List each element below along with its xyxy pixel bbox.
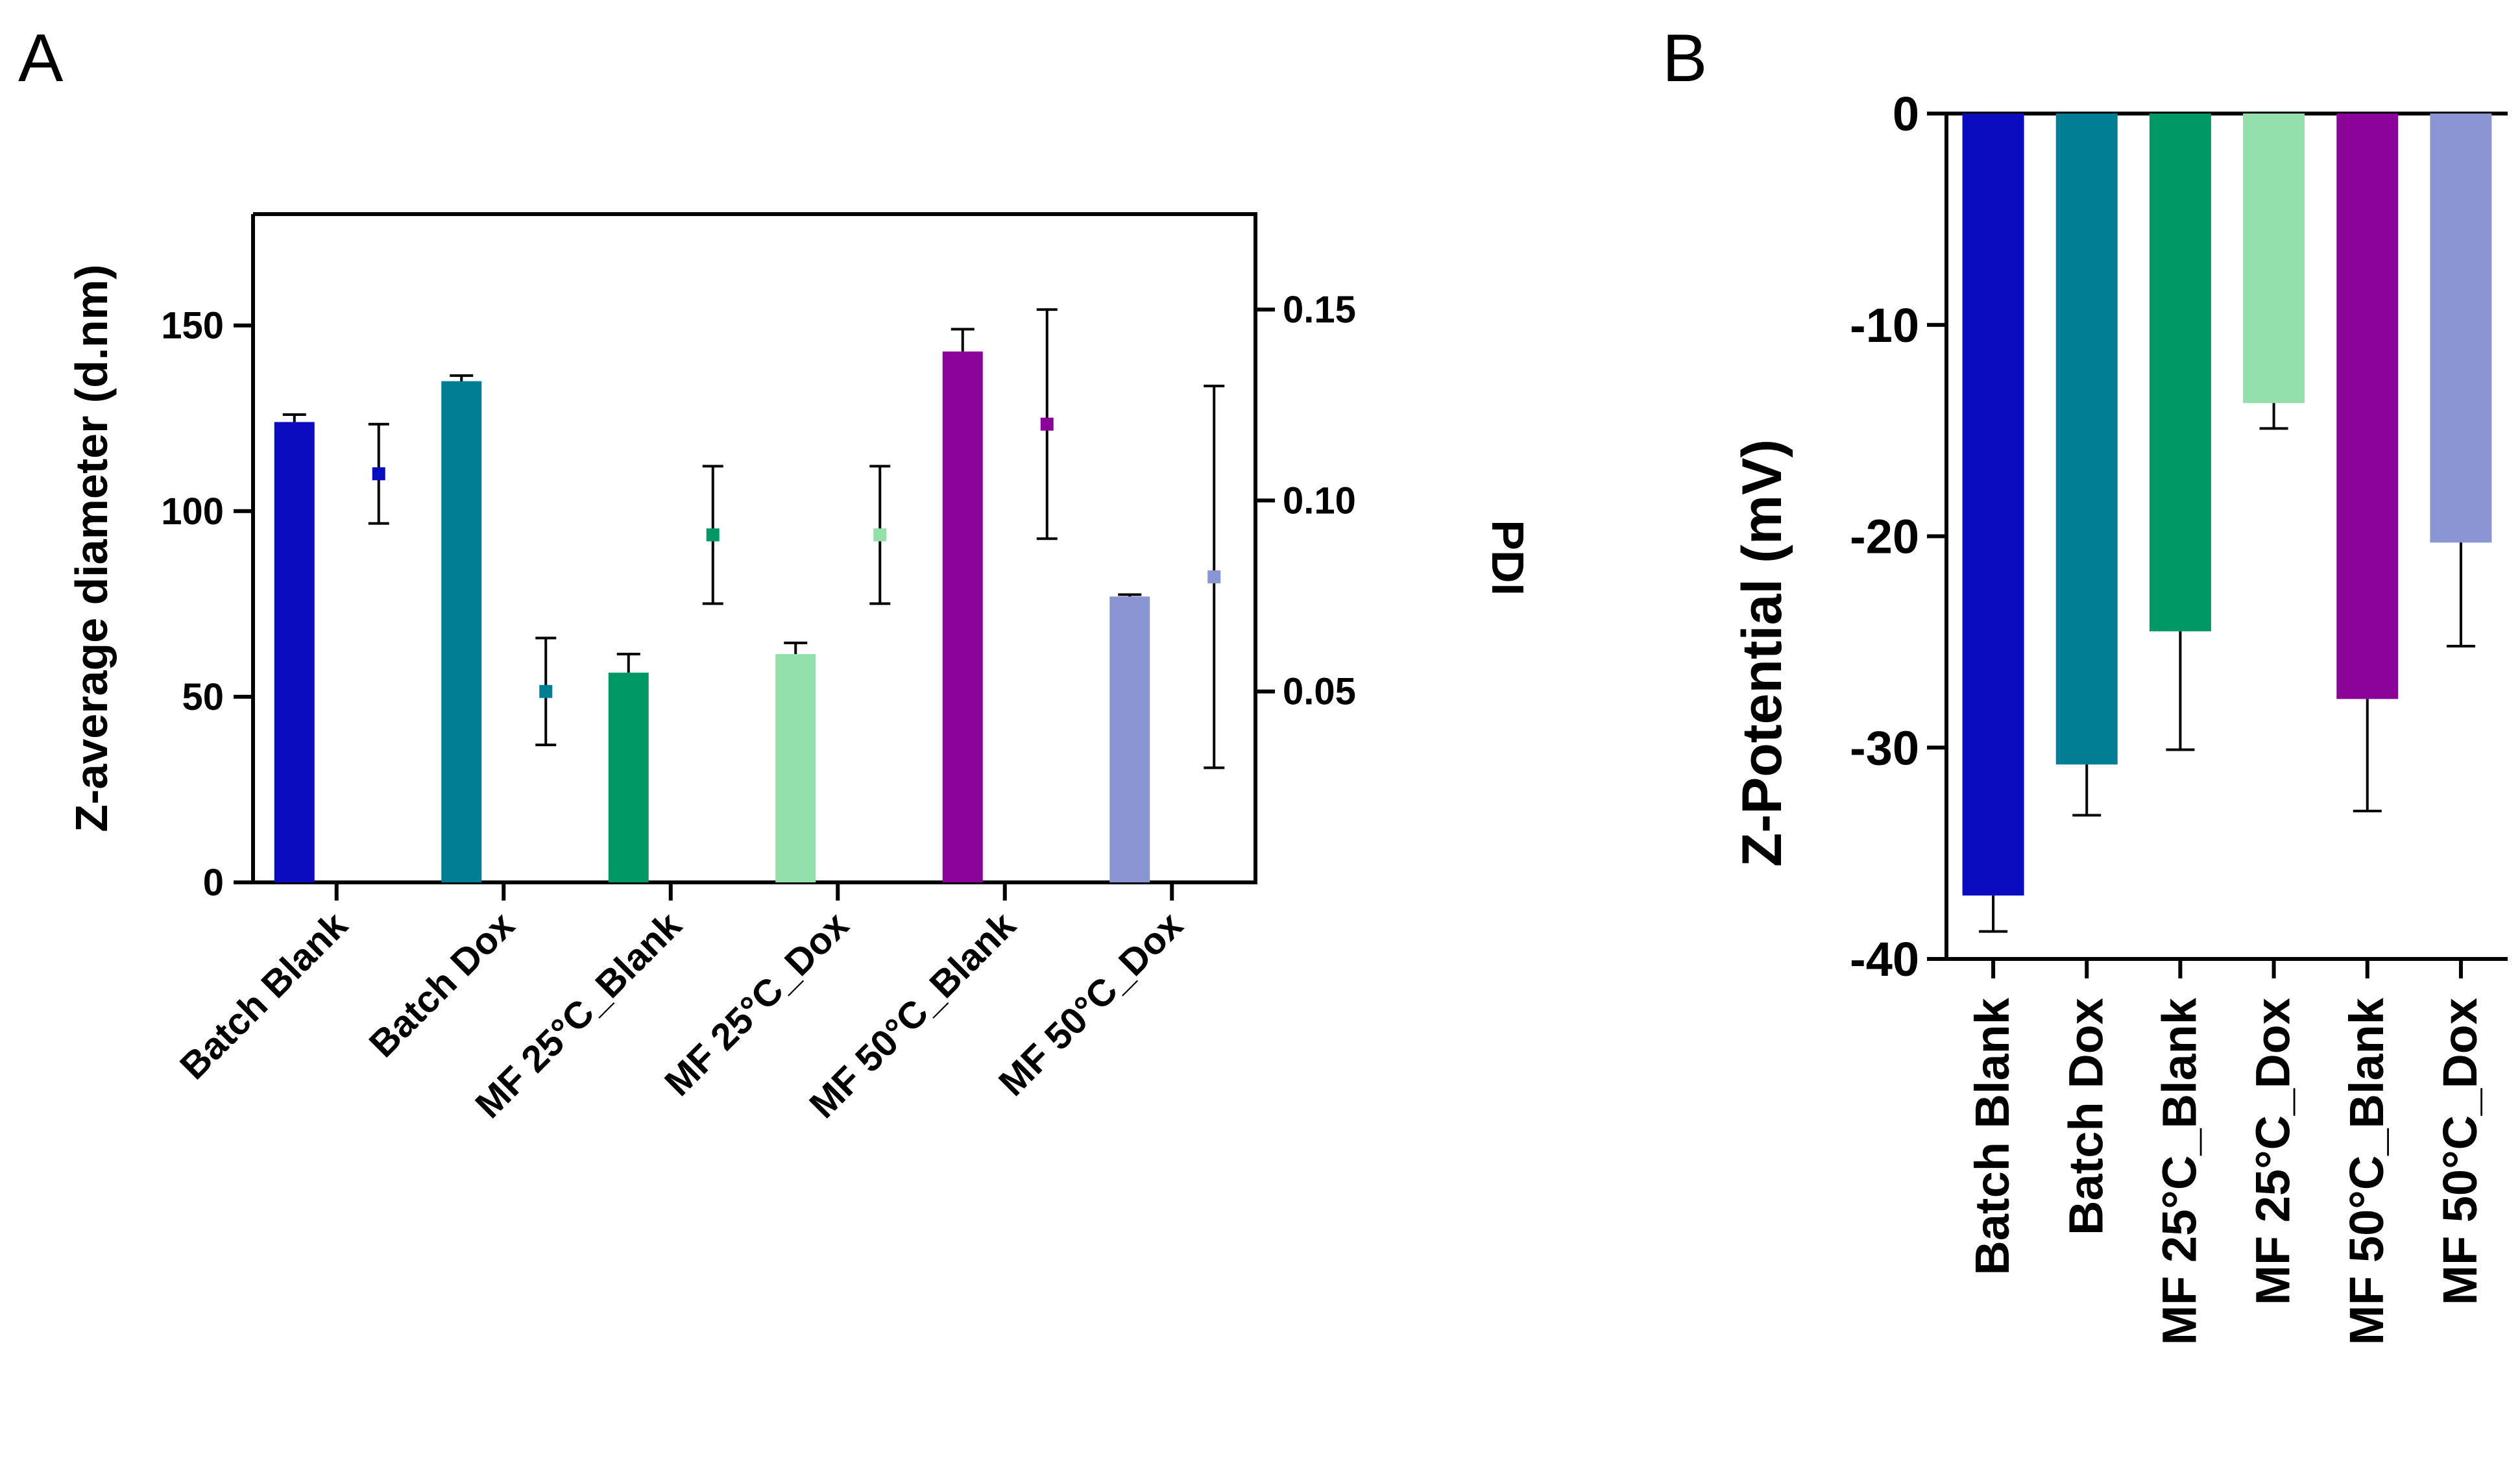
- x-tick-label: MF 50°C_Blank: [2340, 997, 2393, 1345]
- y-tick-label: -30: [1850, 721, 1919, 775]
- y2-axis-title: PDI: [1483, 520, 1533, 596]
- y-tick-label: 150: [161, 305, 224, 347]
- bar: [608, 672, 649, 882]
- y2-tick-label: 0.10: [1283, 479, 1356, 522]
- bar: [1109, 596, 1150, 882]
- bar: [2055, 114, 2118, 765]
- x-tick-label: MF 25°C_Blank: [2152, 997, 2206, 1345]
- bar: [1962, 114, 2024, 896]
- bar: [274, 422, 315, 882]
- y-tick-label: 0: [1893, 87, 1919, 141]
- x-tick-label: Batch Blank: [172, 904, 356, 1088]
- x-tick-label: Batch Dox: [361, 904, 523, 1065]
- y-axis-title: Z-Potential (mV): [1731, 439, 1793, 867]
- y-axis-title: Z-average diameter (d.nm): [66, 264, 117, 832]
- y2-tick-label: 0.05: [1283, 671, 1356, 713]
- y-tick-label: -40: [1850, 932, 1919, 986]
- y2-tick-label: 0.15: [1283, 289, 1356, 331]
- pdi-point: [1207, 570, 1221, 584]
- pdi-point: [539, 684, 553, 698]
- pdi-point: [1040, 417, 1054, 431]
- panel-a-label: A: [18, 21, 64, 96]
- y-tick-label: 50: [182, 676, 224, 718]
- x-tick-label: Batch Blank: [1965, 997, 2019, 1276]
- y-tick-label: -20: [1850, 510, 1919, 564]
- x-tick-label: MF 50°C_Dox: [2433, 998, 2487, 1305]
- bar: [942, 351, 983, 882]
- bar: [2243, 114, 2305, 404]
- pdi-point: [706, 528, 720, 542]
- plot-frame: [251, 212, 1257, 884]
- x-tick-label: Batch Dox: [2059, 998, 2113, 1235]
- panel-b-label: B: [1662, 21, 1707, 96]
- bar: [775, 654, 816, 882]
- chart-panel-a: 0 50 100 150 0.05 0.10 0.15 Z-average diameter …: [66, 212, 1533, 1126]
- chart-panel-b: 0 -10 -20 -30 -40 Z-Potential (mV) Batch Blank…: [1731, 87, 2508, 1345]
- bar: [2149, 114, 2211, 632]
- y-tick-label: 100: [161, 491, 224, 533]
- bar: [2430, 114, 2492, 543]
- x-tick-label: MF 25°C_Dox: [2246, 998, 2300, 1305]
- bar: [2336, 114, 2399, 699]
- bar: [441, 381, 482, 882]
- pdi-point: [372, 467, 385, 481]
- pdi-point: [873, 528, 887, 542]
- y-tick-label: 0: [203, 862, 224, 904]
- y-tick-label: -10: [1850, 298, 1919, 352]
